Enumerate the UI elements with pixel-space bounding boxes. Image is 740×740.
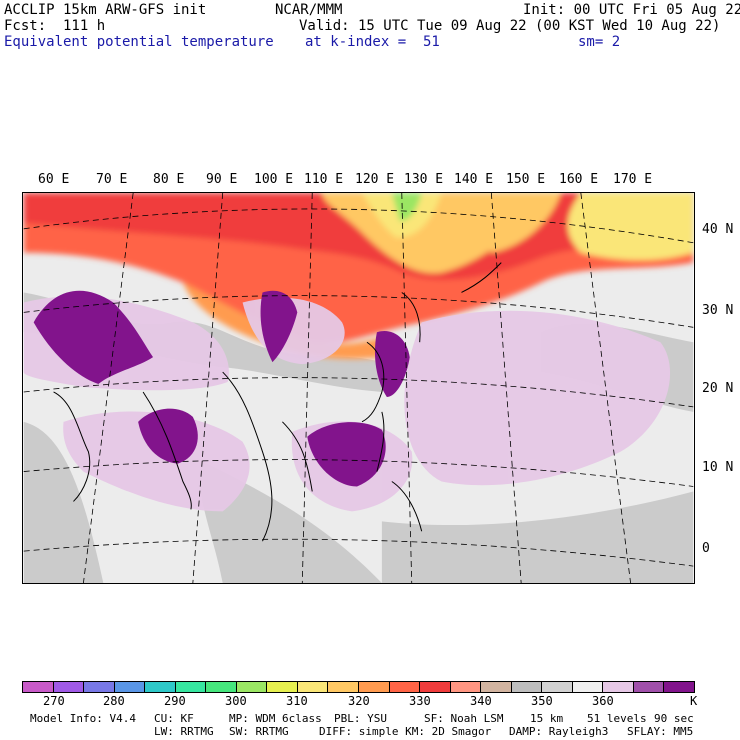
init-time: Init: 00 UTC Fri 05 Aug 22 (523, 2, 740, 18)
levels: 51 levels (587, 712, 647, 725)
colorbar-tick: 280 (103, 694, 125, 708)
lat-label: 30 N (702, 303, 734, 318)
sw-scheme: SW: RRTMG (229, 725, 289, 738)
colorbar-swatch (572, 682, 604, 692)
colorbar-swatch (481, 682, 512, 692)
colorbar-swatch (84, 682, 115, 692)
colorbar-swatch (542, 682, 573, 692)
colorbar-swatch (175, 682, 207, 692)
diffusion: DIFF: simple KM: 2D Smagor (319, 725, 492, 738)
colorbar-tick: 360 (592, 694, 614, 708)
lon-label: 130 E (404, 172, 444, 187)
warm-north-band (23, 193, 694, 360)
colorbar-swatch (53, 682, 85, 692)
lon-label: 60 E (38, 172, 70, 187)
coastlines (53, 262, 502, 542)
k-index-label: at k-index = 51 (305, 34, 440, 50)
smoothing-label: sm= 2 (578, 34, 621, 50)
colorbar-swatch (664, 682, 695, 692)
lw-scheme: LW: RRTMG (154, 725, 214, 738)
lat-label: 40 N (702, 222, 734, 237)
lat-label: 20 N (702, 381, 734, 396)
colorbar-tick: 270 (43, 694, 65, 708)
colorbar-swatch (297, 682, 329, 692)
cu-scheme: CU: KF (154, 712, 194, 725)
colorbar-tick: 320 (348, 694, 370, 708)
institution: NCAR/MMM (275, 2, 343, 18)
field-name: Equivalent potential temperature (4, 34, 274, 50)
colorbar-tick: 340 (470, 694, 492, 708)
colorbar-swatch (603, 682, 634, 692)
colorbar-tick: 350 (531, 694, 553, 708)
pbl-scheme: PBL: YSU (334, 712, 387, 725)
colorbar-swatch (114, 682, 146, 692)
colorbar-swatch (359, 682, 390, 692)
model-title: ACCLIP 15km ARW-GFS init (4, 2, 207, 18)
colorbar-tick: 310 (286, 694, 308, 708)
colorbar-swatch (236, 682, 268, 692)
purple-maxima (33, 290, 410, 487)
lat-label: 0 (702, 541, 710, 556)
timestep: 90 sec (654, 712, 694, 725)
colorbar-swatch (450, 682, 482, 692)
lon-label: 140 E (454, 172, 494, 187)
lon-label: 80 E (153, 172, 185, 187)
colorbar-swatch (633, 682, 665, 692)
damping: DAMP: Rayleigh3 (509, 725, 609, 738)
mp-scheme: MP: WDM 6class (229, 712, 322, 725)
colorbar-tick: 300 (225, 694, 247, 708)
colorbar-swatch (267, 682, 298, 692)
colorbar-swatch (420, 682, 451, 692)
colorbar-tick: 290 (164, 694, 186, 708)
theta-e-map (22, 192, 695, 584)
lon-label: 100 E (254, 172, 294, 187)
lon-label: 160 E (559, 172, 599, 187)
lon-label: 150 E (506, 172, 546, 187)
colorbar-swatch (511, 682, 543, 692)
lon-label: 90 E (206, 172, 238, 187)
colorbar-unit: K (690, 694, 698, 708)
lon-label: 170 E (613, 172, 653, 187)
colorbar-swatch (23, 682, 54, 692)
valid-time: Valid: 15 UTC Tue 09 Aug 22 (00 KST Wed … (299, 18, 721, 34)
model-info: Model Info: V4.4 (30, 712, 136, 725)
colorbar (22, 681, 695, 693)
colorbar-swatch (328, 682, 360, 692)
graticule (23, 193, 694, 583)
colorbar-tick: 330 (409, 694, 431, 708)
sf-scheme: SF: Noah LSM (424, 712, 504, 725)
surface-layer: SFLAY: MM5 (627, 725, 694, 738)
lon-label: 110 E (304, 172, 344, 187)
resolution: 15 km (530, 712, 564, 725)
forecast-hour: Fcst: 111 h (4, 18, 106, 34)
lon-label: 70 E (96, 172, 128, 187)
lon-label: 120 E (355, 172, 395, 187)
colorbar-swatch (145, 682, 176, 692)
colorbar-swatch (206, 682, 237, 692)
colorbar-swatch (389, 682, 421, 692)
lat-label: 10 N (702, 460, 734, 475)
